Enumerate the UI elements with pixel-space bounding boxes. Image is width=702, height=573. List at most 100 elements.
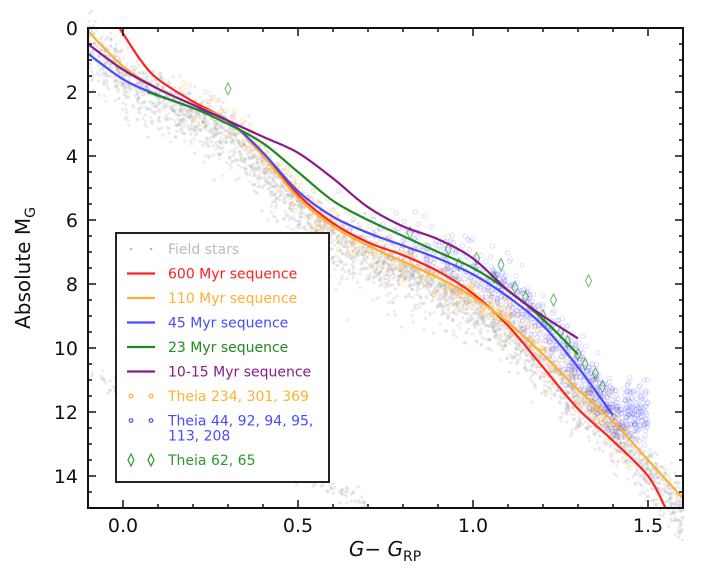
- field-star-point: [201, 143, 205, 148]
- field-star-point: [476, 316, 480, 320]
- field-star-point: [493, 334, 497, 338]
- field-star-point: [198, 139, 202, 143]
- field-star-point: [609, 443, 613, 447]
- field-star-point: [552, 391, 556, 396]
- theia-234-301-369-point: [181, 85, 187, 91]
- field-star-point: [412, 276, 416, 280]
- field-star-point: [154, 89, 158, 93]
- field-star-point: [356, 253, 360, 257]
- field-star-point: [592, 409, 596, 413]
- field-star-point: [611, 453, 615, 458]
- field-star-point: [306, 220, 310, 224]
- field-star-point: [648, 448, 652, 452]
- field-star-point: [616, 437, 621, 441]
- field-star-point: [342, 493, 347, 497]
- field-star-point: [350, 263, 354, 267]
- field-star-point: [160, 126, 164, 130]
- field-star-point: [442, 303, 446, 308]
- field-star-point: [98, 73, 102, 77]
- field-star-point: [544, 362, 548, 366]
- field-star-point: [388, 273, 392, 277]
- field-star-point: [161, 107, 165, 111]
- field-star-point: [103, 94, 107, 98]
- theia-234-301-369-point: [298, 186, 304, 192]
- field-star-point: [333, 267, 337, 272]
- field-star-point: [121, 56, 125, 60]
- field-star-point: [591, 429, 595, 433]
- field-star-point: [635, 457, 639, 461]
- field-star-point: [386, 281, 390, 285]
- field-star-point: [361, 254, 365, 258]
- field-star-point: [385, 293, 389, 297]
- field-star-point: [439, 303, 443, 307]
- field-star-point: [372, 276, 376, 280]
- field-star-point: [500, 327, 504, 331]
- field-star-point: [254, 174, 258, 178]
- field-star-point: [437, 304, 441, 309]
- field-star-point: [446, 313, 451, 318]
- field-star-point: [189, 139, 193, 143]
- field-star-point: [157, 127, 161, 131]
- field-star-point: [90, 77, 94, 81]
- field-star-point: [635, 467, 639, 471]
- field-star-point: [360, 495, 364, 499]
- field-star-point: [136, 93, 140, 97]
- field-star-point: [569, 412, 573, 416]
- field-star-point: [678, 503, 683, 507]
- field-star-point: [117, 96, 121, 100]
- field-star-point: [269, 183, 273, 188]
- field-star-point: [679, 530, 683, 534]
- field-star-point: [145, 75, 149, 80]
- field-star-point: [235, 131, 239, 135]
- field-star-point: [235, 158, 239, 162]
- field-star-point: [215, 123, 219, 127]
- field-star-point: [363, 212, 367, 216]
- field-star-point: [207, 137, 211, 141]
- field-star-point: [531, 363, 535, 367]
- field-star-point: [412, 268, 417, 272]
- field-star-point: [383, 257, 387, 261]
- field-star-point: [625, 458, 630, 462]
- theia-44-92-94-95-113-208-point: [613, 392, 620, 398]
- field-star-point: [286, 225, 290, 229]
- field-star-point: [349, 499, 353, 504]
- field-star-point: [404, 265, 408, 269]
- field-star-point: [308, 224, 312, 228]
- field-star-point: [153, 82, 158, 86]
- field-star-point: [94, 28, 99, 33]
- field-star-point: [234, 146, 238, 150]
- field-star-point: [336, 213, 340, 217]
- field-star-point: [649, 452, 653, 456]
- field-star-point: [325, 225, 329, 229]
- field-star-point: [465, 319, 469, 323]
- field-star-point: [516, 358, 520, 363]
- field-star-point: [419, 295, 423, 300]
- field-star-point: [371, 264, 375, 268]
- field-star-point: [137, 106, 141, 111]
- field-star-point: [134, 66, 139, 70]
- field-star-point: [673, 533, 677, 537]
- field-star-point: [170, 117, 174, 121]
- field-star-point: [184, 92, 189, 97]
- field-star-point: [125, 90, 130, 94]
- field-star-point: [406, 265, 410, 269]
- field-star-point: [220, 173, 225, 177]
- field-star-point: [104, 37, 108, 42]
- field-star-point: [345, 490, 349, 494]
- field-star-point: [407, 279, 411, 284]
- field-star-point: [472, 322, 476, 326]
- field-star-point: [275, 220, 279, 224]
- field-star-point: [347, 272, 351, 276]
- field-star-point: [653, 461, 657, 465]
- field-star-point: [651, 476, 655, 480]
- field-star-point: [188, 115, 192, 119]
- field-star-point: [462, 304, 466, 308]
- field-star-point: [136, 100, 140, 104]
- field-star-point: [666, 524, 671, 529]
- field-star-point: [342, 244, 346, 248]
- field-star-point: [544, 391, 548, 396]
- field-star-point: [487, 337, 492, 342]
- field-star-point: [420, 245, 424, 249]
- field-star-point: [674, 518, 678, 522]
- field-star-point: [211, 153, 215, 157]
